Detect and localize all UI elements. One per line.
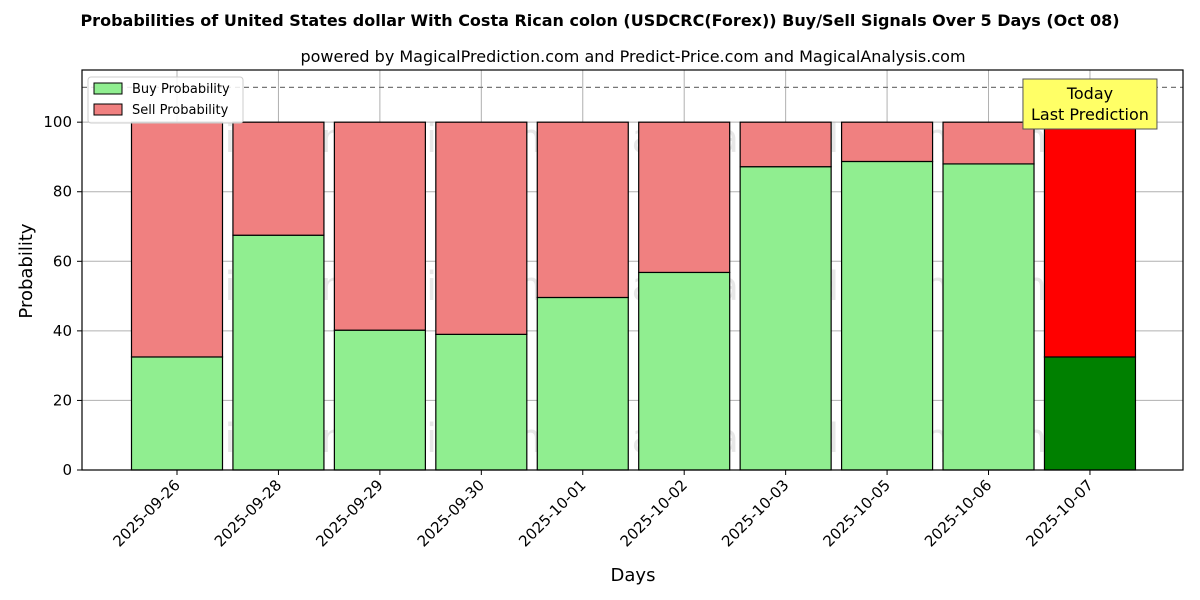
plot-area: MagicalAnalysis.comMagicalPrediction.com… [43, 69, 1184, 550]
x-tick-label: 2025-10-06 [921, 476, 995, 550]
bar-sell [536, 121, 629, 299]
y-tick-label: 80 [53, 183, 72, 201]
x-axis-label: Days [611, 565, 656, 586]
bar-sell [942, 121, 1035, 165]
bar-sell [130, 121, 224, 358]
x-tick-label: 2025-10-05 [820, 476, 894, 550]
bar-buy [739, 166, 832, 471]
bar-sell [333, 121, 426, 331]
bar-buy [232, 234, 325, 471]
bar-sell [1043, 121, 1137, 358]
x-tick-label: 2025-10-03 [718, 476, 792, 550]
bar-buy [130, 356, 224, 471]
legend-swatch [93, 82, 123, 95]
y-tick-label: 40 [53, 322, 72, 340]
bar-sell [232, 121, 325, 236]
bar-sell [840, 121, 934, 163]
x-tick-label: 2025-10-07 [1022, 476, 1096, 550]
annotation-box [1022, 78, 1158, 130]
x-tick-label: 2025-09-29 [312, 476, 386, 550]
annotation-line: Today [1066, 84, 1113, 103]
legend-box [87, 76, 244, 124]
bar-sell [638, 121, 731, 274]
annotation-line: Last Prediction [1031, 105, 1149, 124]
bar-buy [638, 271, 731, 471]
y-tick-label: 20 [53, 391, 72, 409]
x-tick-label: 2025-09-28 [211, 476, 285, 550]
bar-sell [435, 121, 528, 335]
bar-buy [435, 333, 528, 471]
bar-buy [942, 163, 1035, 471]
legend-label: Buy Probability [132, 82, 230, 97]
bar-sell [739, 121, 832, 168]
x-tick-label: 2025-09-30 [414, 476, 488, 550]
x-tick-label: 2025-09-26 [109, 476, 183, 550]
bar-buy [840, 160, 934, 471]
bar-buy [333, 329, 426, 471]
chart-title: Probabilities of United States dollar Wi… [80, 11, 1119, 30]
y-tick-label: 100 [43, 113, 72, 131]
x-tick-label: 2025-10-02 [617, 476, 691, 550]
y-tick-label: 0 [62, 461, 72, 479]
y-tick-label: 60 [53, 252, 72, 270]
y-axis-label: Probability [16, 223, 37, 318]
legend-swatch [93, 103, 123, 116]
chart-subtitle: powered by MagicalPrediction.com and Pre… [300, 47, 965, 66]
x-tick-label: 2025-10-01 [515, 476, 589, 550]
legend-label: Sell Probability [132, 103, 229, 118]
bar-buy [536, 296, 629, 471]
axes-frame [81, 69, 1184, 471]
bar-buy [1043, 356, 1137, 471]
